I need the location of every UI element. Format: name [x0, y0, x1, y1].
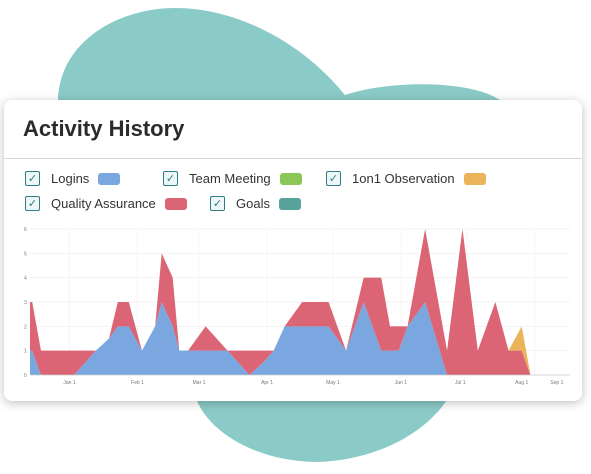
legend-label-quality-assurance: Quality Assurance — [51, 196, 156, 211]
legend-item-team-meeting[interactable]: ✓ Team Meeting — [163, 171, 302, 186]
legend-label-team-meeting: Team Meeting — [189, 171, 271, 186]
checkbox-logins[interactable]: ✓ — [25, 171, 40, 186]
legend-swatch-1on1-observation — [463, 172, 486, 185]
checkbox-1on1-observation[interactable]: ✓ — [326, 171, 341, 186]
legend-label-logins: Logins — [51, 171, 90, 186]
title-divider — [4, 158, 582, 159]
legend-item-goals[interactable]: ✓ Goals — [210, 196, 301, 211]
card-title: Activity History — [23, 116, 185, 141]
x-tick-label: Mar 1 — [193, 380, 206, 386]
teal-blob-bottom — [195, 395, 450, 462]
teal-blob-top — [58, 8, 500, 100]
checkbox-goals[interactable]: ✓ — [210, 196, 225, 211]
y-tick-label: 0 — [24, 373, 27, 379]
y-tick-label: 5 — [24, 251, 27, 257]
x-tick-label: Apr 1 — [261, 380, 273, 386]
y-tick-label: 6 — [24, 227, 27, 233]
legend-label-1on1-observation: 1on1 Observation — [352, 171, 455, 186]
legend-swatch-team-meeting — [279, 172, 302, 185]
y-tick-label: 2 — [24, 324, 27, 330]
activity-history-card: Activity History ✓ Logins ✓ Team Meeting… — [4, 100, 582, 401]
x-tick-label: Jun 1 — [395, 380, 407, 386]
legend-item-quality-assurance[interactable]: ✓ Quality Assurance — [25, 196, 187, 211]
legend-swatch-quality-assurance — [164, 197, 187, 210]
x-tick-label: Jan 1 — [63, 380, 75, 386]
area-quality-assurance — [30, 229, 570, 375]
x-tick-label: Feb 1 — [131, 380, 144, 386]
y-tick-label: 3 — [24, 300, 27, 306]
x-tick-label: Jul 1 — [455, 380, 466, 386]
y-tick-label: 4 — [24, 276, 27, 282]
legend-swatch-goals — [278, 197, 301, 210]
legend-label-goals: Goals — [236, 196, 270, 211]
legend-item-1on1-observation[interactable]: ✓ 1on1 Observation — [326, 171, 486, 186]
x-tick-label: Sep 1 — [550, 380, 563, 386]
activity-area-chart: 0 1 2 3 4 5 6 Jan 1 Feb 1 Mar 1 Apr 1 May 1 Jun 1 Jul… — [24, 227, 570, 386]
x-tick-label: May 1 — [326, 380, 340, 386]
checkbox-quality-assurance[interactable]: ✓ — [25, 196, 40, 211]
y-tick-label: 1 — [24, 349, 27, 355]
legend-swatch-logins — [98, 172, 121, 185]
area-logins — [30, 302, 570, 375]
legend-item-logins[interactable]: ✓ Logins — [25, 171, 121, 186]
checkbox-team-meeting[interactable]: ✓ — [163, 171, 178, 186]
x-tick-label: Aug 1 — [515, 380, 528, 386]
